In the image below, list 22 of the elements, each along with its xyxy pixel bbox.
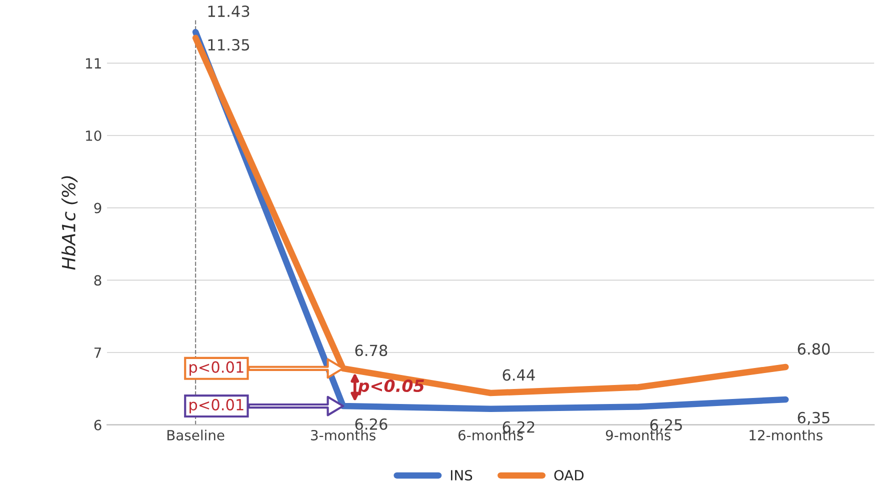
x-tick-label: 3-months (311, 430, 376, 440)
data-label: 6.44 (502, 369, 535, 381)
y-tick-label: 7 (94, 348, 101, 358)
data-label: 11.35 (208, 39, 250, 51)
annotation: p<0.01 (190, 398, 244, 414)
y-axis-title: HbA1c (%) (61, 176, 78, 270)
data-label: 6.80 (798, 343, 830, 355)
annotation: p<0.05 (358, 379, 424, 396)
y-tick-label: 11 (86, 58, 101, 68)
y-tick-label: 9 (94, 202, 102, 214)
legend-label: OAD (554, 470, 584, 480)
y-tick-label: 10 (86, 130, 102, 141)
x-tick-label: 12-months (750, 430, 822, 440)
annotation: p<0.01 (190, 361, 244, 376)
x-tick-label: Baseline (167, 430, 224, 440)
data-label: 11.43 (208, 5, 250, 18)
y-tick-label: 8 (94, 275, 102, 286)
data-label: 6.78 (355, 344, 388, 356)
data-label: 6.26 (355, 418, 388, 430)
data-label: 6,35 (798, 412, 830, 425)
y-tick-label: 6 (94, 420, 102, 430)
legend-label: INS (450, 470, 472, 480)
